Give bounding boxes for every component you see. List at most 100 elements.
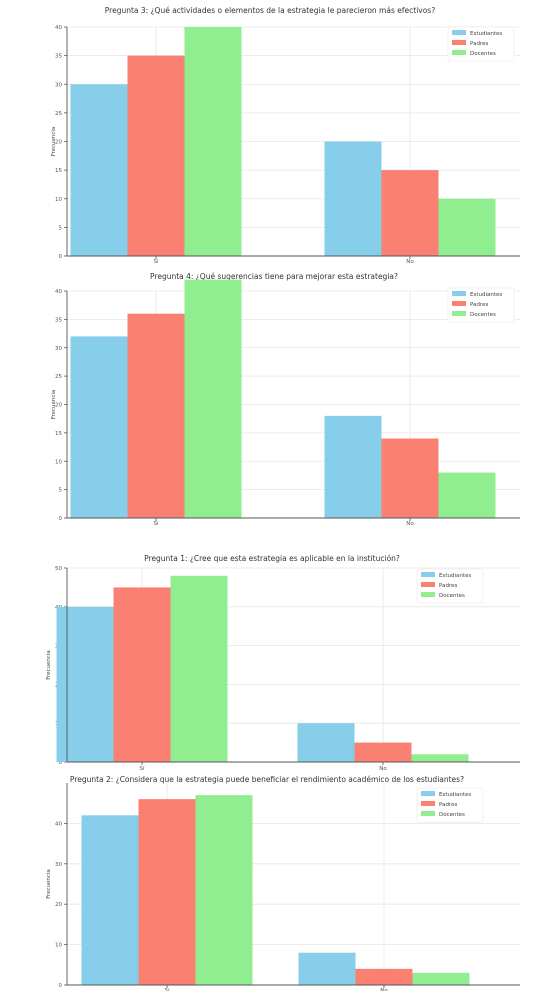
legend-label-estudiantes: Estudiantes [439,792,471,798]
bar-docentes-no [438,198,496,256]
bar-docentes-no [412,972,470,985]
bar-docentes-no [411,754,469,762]
bar-docentes-no [438,472,496,518]
y-tick-label: 25 [55,374,62,380]
bar-estudiantes-no [324,415,382,518]
bar-estudiantes-si [56,606,114,762]
y-tick-label: 30 [55,346,62,352]
x-tick-label: No [379,766,387,772]
legend-label-estudiantes: Estudiantes [439,573,471,579]
legend: Estudiantes Padres Docentes [447,26,515,62]
y-tick-label: 20 [55,403,62,409]
chart-pregunta-2: Pregunta 2: ¿Considera que la estrategia… [0,775,535,991]
legend-label-padres: Padres [470,41,488,47]
chart-svg: Pregunta 3: ¿Qué actividades o elementos… [51,6,520,265]
y-tick-label: 50 [55,566,62,572]
y-tick-label: 0 [59,254,63,260]
bar-padres-no [381,170,439,256]
legend-swatch-docentes [452,311,466,316]
chart-title: Pregunta 4: ¿Qué sugerencias tiene para … [150,272,398,281]
y-tick-label: 40 [55,25,62,31]
y-tick-label: 35 [55,317,62,323]
legend-swatch-estudiantes [452,30,466,35]
legend-label-docentes: Docentes [470,312,496,318]
y-tick-label: 15 [55,168,62,174]
legend-swatch-docentes [452,50,466,55]
y-tick-label: 10 [55,197,62,203]
bar-estudiantes-no [298,952,356,985]
y-axis-label: Frecuencia [46,650,52,680]
y-tick-label: 0 [59,760,63,766]
chart-pregunta-4: Pregunta 4: ¿Qué sugerencias tiene para … [0,268,535,530]
y-tick-label: 35 [55,54,62,60]
legend-label-docentes: Docentes [470,51,496,57]
bar-padres-si [138,799,196,985]
y-tick-label: 10 [55,459,62,465]
bar-padres-si [127,313,185,518]
x-tick-label: Sí [164,987,169,991]
y-tick-label: 5 [59,488,63,494]
bar-padres-no [381,438,439,518]
y-tick-label: 15 [55,431,62,437]
chart-pregunta-1: Pregunta 1: ¿Cree que esta estrategia es… [0,550,535,775]
legend-swatch-docentes [421,811,435,816]
bar-padres-no [355,968,413,985]
y-tick-label: 40 [55,821,62,827]
x-tick-label: Sí [153,258,158,265]
legend-swatch-padres [421,582,435,587]
bar-estudiantes-si [81,815,139,985]
bar-docentes-si [184,27,242,256]
y-tick-label: 25 [55,111,62,117]
chart-title: Pregunta 3: ¿Qué actividades o elementos… [105,6,435,15]
chart-pregunta-3: Pregunta 3: ¿Qué actividades o elementos… [0,0,535,265]
bar-docentes-si [184,279,242,518]
y-axis-label: Frecuencia [51,127,57,157]
y-tick-label: 0 [59,516,63,522]
x-tick-label: No [406,521,414,527]
bar-docentes-si [170,575,228,762]
legend-swatch-estudiantes [421,791,435,796]
bar-estudiantes-no [324,141,382,256]
chart-svg: Pregunta 1: ¿Cree que esta estrategia es… [46,554,520,772]
chart-svg: Pregunta 2: ¿Considera que la estrategia… [46,775,520,991]
legend-label-estudiantes: Estudiantes [470,292,502,298]
x-tick-label: Sí [139,765,144,772]
legend-swatch-padres [452,40,466,45]
bar-estudiantes-si [70,84,128,256]
bar-estudiantes-si [70,336,128,518]
legend: Estudiantes Padres Docentes [416,568,484,604]
legend-label-padres: Padres [470,302,488,308]
y-tick-label: 5 [59,225,63,231]
y-tick-label: 30 [55,82,62,88]
legend: Estudiantes Padres Docentes [447,287,515,323]
bar-padres-si [113,587,171,762]
legend: Estudiantes Padres Docentes [416,787,484,823]
legend-label-estudiantes: Estudiantes [470,31,502,37]
legend-swatch-estudiantes [421,572,435,577]
y-tick-label: 30 [55,862,62,868]
y-tick-label: 0 [59,983,63,989]
y-tick-label: 10 [55,943,62,949]
legend-swatch-padres [452,301,466,306]
y-tick-label: 40 [55,289,62,295]
chart-svg: Pregunta 4: ¿Qué sugerencias tiene para … [51,272,520,527]
bar-padres-si [127,55,185,256]
y-axis-label: Frecuencia [46,869,52,899]
y-axis-label: Frecuencia [51,390,57,420]
bar-estudiantes-no [297,723,355,762]
legend-swatch-docentes [421,592,435,597]
x-tick-label: No [406,259,414,265]
bar-padres-no [354,742,412,762]
legend-label-docentes: Docentes [439,812,465,818]
x-tick-label: Sí [153,520,158,527]
bar-docentes-si [195,795,253,985]
x-tick-label: No [380,988,388,991]
y-tick-label: 20 [55,902,62,908]
y-tick-label: 20 [55,140,62,146]
legend-swatch-estudiantes [452,291,466,296]
legend-label-padres: Padres [439,583,457,589]
legend-label-padres: Padres [439,802,457,808]
legend-swatch-padres [421,801,435,806]
legend-label-docentes: Docentes [439,593,465,599]
